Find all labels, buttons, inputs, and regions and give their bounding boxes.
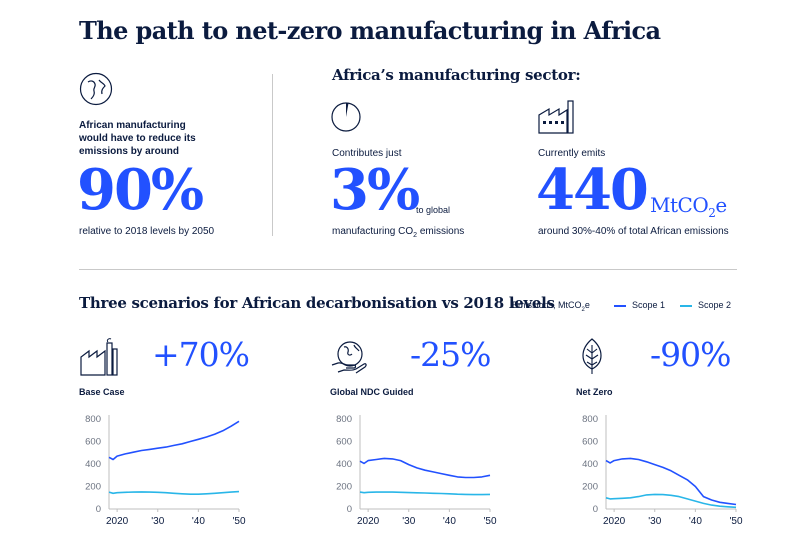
chart-global-ndc: 0 200 400 600 800 2020 '30 '40 '50 [336, 414, 497, 527]
legend-swatch-scope2 [680, 304, 692, 307]
x-tick-label: 2020 [603, 516, 626, 527]
x-tick-label: '50 [232, 516, 245, 527]
y-tick-label: 800 [582, 414, 598, 425]
left-stat-label-line: African manufacturing [79, 120, 186, 131]
x-tick-label: '40 [192, 516, 205, 527]
x-tick-label: '40 [689, 516, 702, 527]
leaf-icon [576, 337, 608, 375]
series-line-scope-1 [108, 420, 240, 461]
chart-base-case: 0 200 400 600 800 2020 '30 '40 '50 [85, 414, 246, 527]
x-tick-label: '30 [402, 516, 415, 527]
share-caption-pre: manufacturing CO [332, 226, 414, 237]
series-line-scope-2 [108, 490, 240, 495]
y-tick-label: 0 [96, 504, 101, 515]
y-tick-label: 600 [85, 437, 101, 448]
pie-slice-icon [331, 95, 363, 135]
share-caption-post: emissions [417, 226, 465, 237]
y-tick-label: 600 [336, 437, 352, 448]
legend-title-sub: 2 [581, 306, 585, 313]
share-suffix: to global [416, 205, 451, 215]
y-tick-label: 600 [582, 437, 598, 448]
left-stat-label: African manufacturing would have to redu… [79, 119, 196, 158]
panel-name: Global NDC Guided [330, 387, 414, 397]
x-tick-label: '40 [443, 516, 456, 527]
legend-title-post: e [584, 300, 590, 310]
x-tick-label: '30 [648, 516, 661, 527]
panel-name: Base Case [79, 387, 125, 397]
page-title: The path to net-zero manufacturing in Af… [79, 16, 661, 45]
y-tick-label: 400 [336, 459, 352, 470]
chart-net-zero: 0 200 400 600 800 2020 '30 '40 '50 [582, 414, 743, 527]
x-tick-label: '50 [729, 516, 742, 527]
series-line-scope-2 [359, 491, 491, 496]
legend-scope2: Scope 2 [680, 300, 731, 310]
x-tick-label: 2020 [106, 516, 129, 527]
emissions-value: 440 [536, 157, 649, 223]
series-line-scope-1 [359, 457, 491, 479]
emissions-unit-post: e [715, 193, 727, 217]
y-tick-label: 200 [85, 482, 101, 493]
y-tick-label: 400 [85, 459, 101, 470]
y-tick-label: 200 [582, 482, 598, 493]
emissions-label: Currently emits [538, 148, 606, 159]
series-line-scope-2 [605, 493, 737, 509]
factory-icon [537, 97, 577, 135]
emissions-unit: MtCO2e [650, 193, 727, 220]
share-value: 3% [330, 157, 420, 223]
emissions-unit-sub: 2 [708, 206, 716, 220]
x-tick-label: 2020 [357, 516, 380, 527]
share-caption: manufacturing CO2 emissions [332, 226, 464, 239]
legend-scope1: Scope 1 [614, 300, 665, 310]
vertical-divider [272, 74, 273, 236]
x-tick-label: '30 [151, 516, 164, 527]
factory-icon [79, 337, 119, 377]
legend-title-pre: Emissions, MtCO [512, 300, 582, 310]
globe-hand-icon [330, 337, 368, 375]
y-tick-label: 800 [85, 414, 101, 425]
x-tick-label: '50 [483, 516, 496, 527]
panel-name: Net Zero [576, 387, 613, 397]
series-line-scope-1 [605, 457, 737, 506]
left-stat-label-line: emissions by around [79, 146, 180, 157]
left-stat-caption: relative to 2018 levels by 2050 [79, 226, 215, 237]
horizontal-divider [79, 269, 737, 270]
panel-change: -25% [410, 335, 491, 374]
left-stat-label-line: would have to reduce its [79, 133, 196, 144]
legend-label-scope1: Scope 1 [632, 300, 666, 310]
share-label: Contributes just [332, 148, 402, 159]
sector-heading: Africa’s manufacturing sector: [332, 66, 581, 84]
emissions-unit-pre: MtCO [650, 193, 709, 217]
panel-change: +70% [152, 335, 250, 374]
y-tick-label: 0 [347, 504, 352, 515]
left-stat-value: 90% [77, 157, 204, 223]
y-tick-label: 800 [336, 414, 352, 425]
globe-icon [79, 72, 113, 106]
share-caption-sub: 2 [413, 232, 418, 239]
panel-change: -90% [650, 335, 731, 374]
y-tick-label: 200 [336, 482, 352, 493]
legend-label-scope2: Scope 2 [698, 300, 732, 310]
emissions-caption: around 30%-40% of total African emission… [538, 226, 729, 237]
scenarios-heading: Three scenarios for African decarbonisat… [79, 294, 555, 312]
y-tick-label: 400 [582, 459, 598, 470]
legend-swatch-scope1 [614, 304, 626, 307]
y-tick-label: 0 [593, 504, 598, 515]
legend-title: Emissions, MtCO2e [512, 300, 590, 313]
